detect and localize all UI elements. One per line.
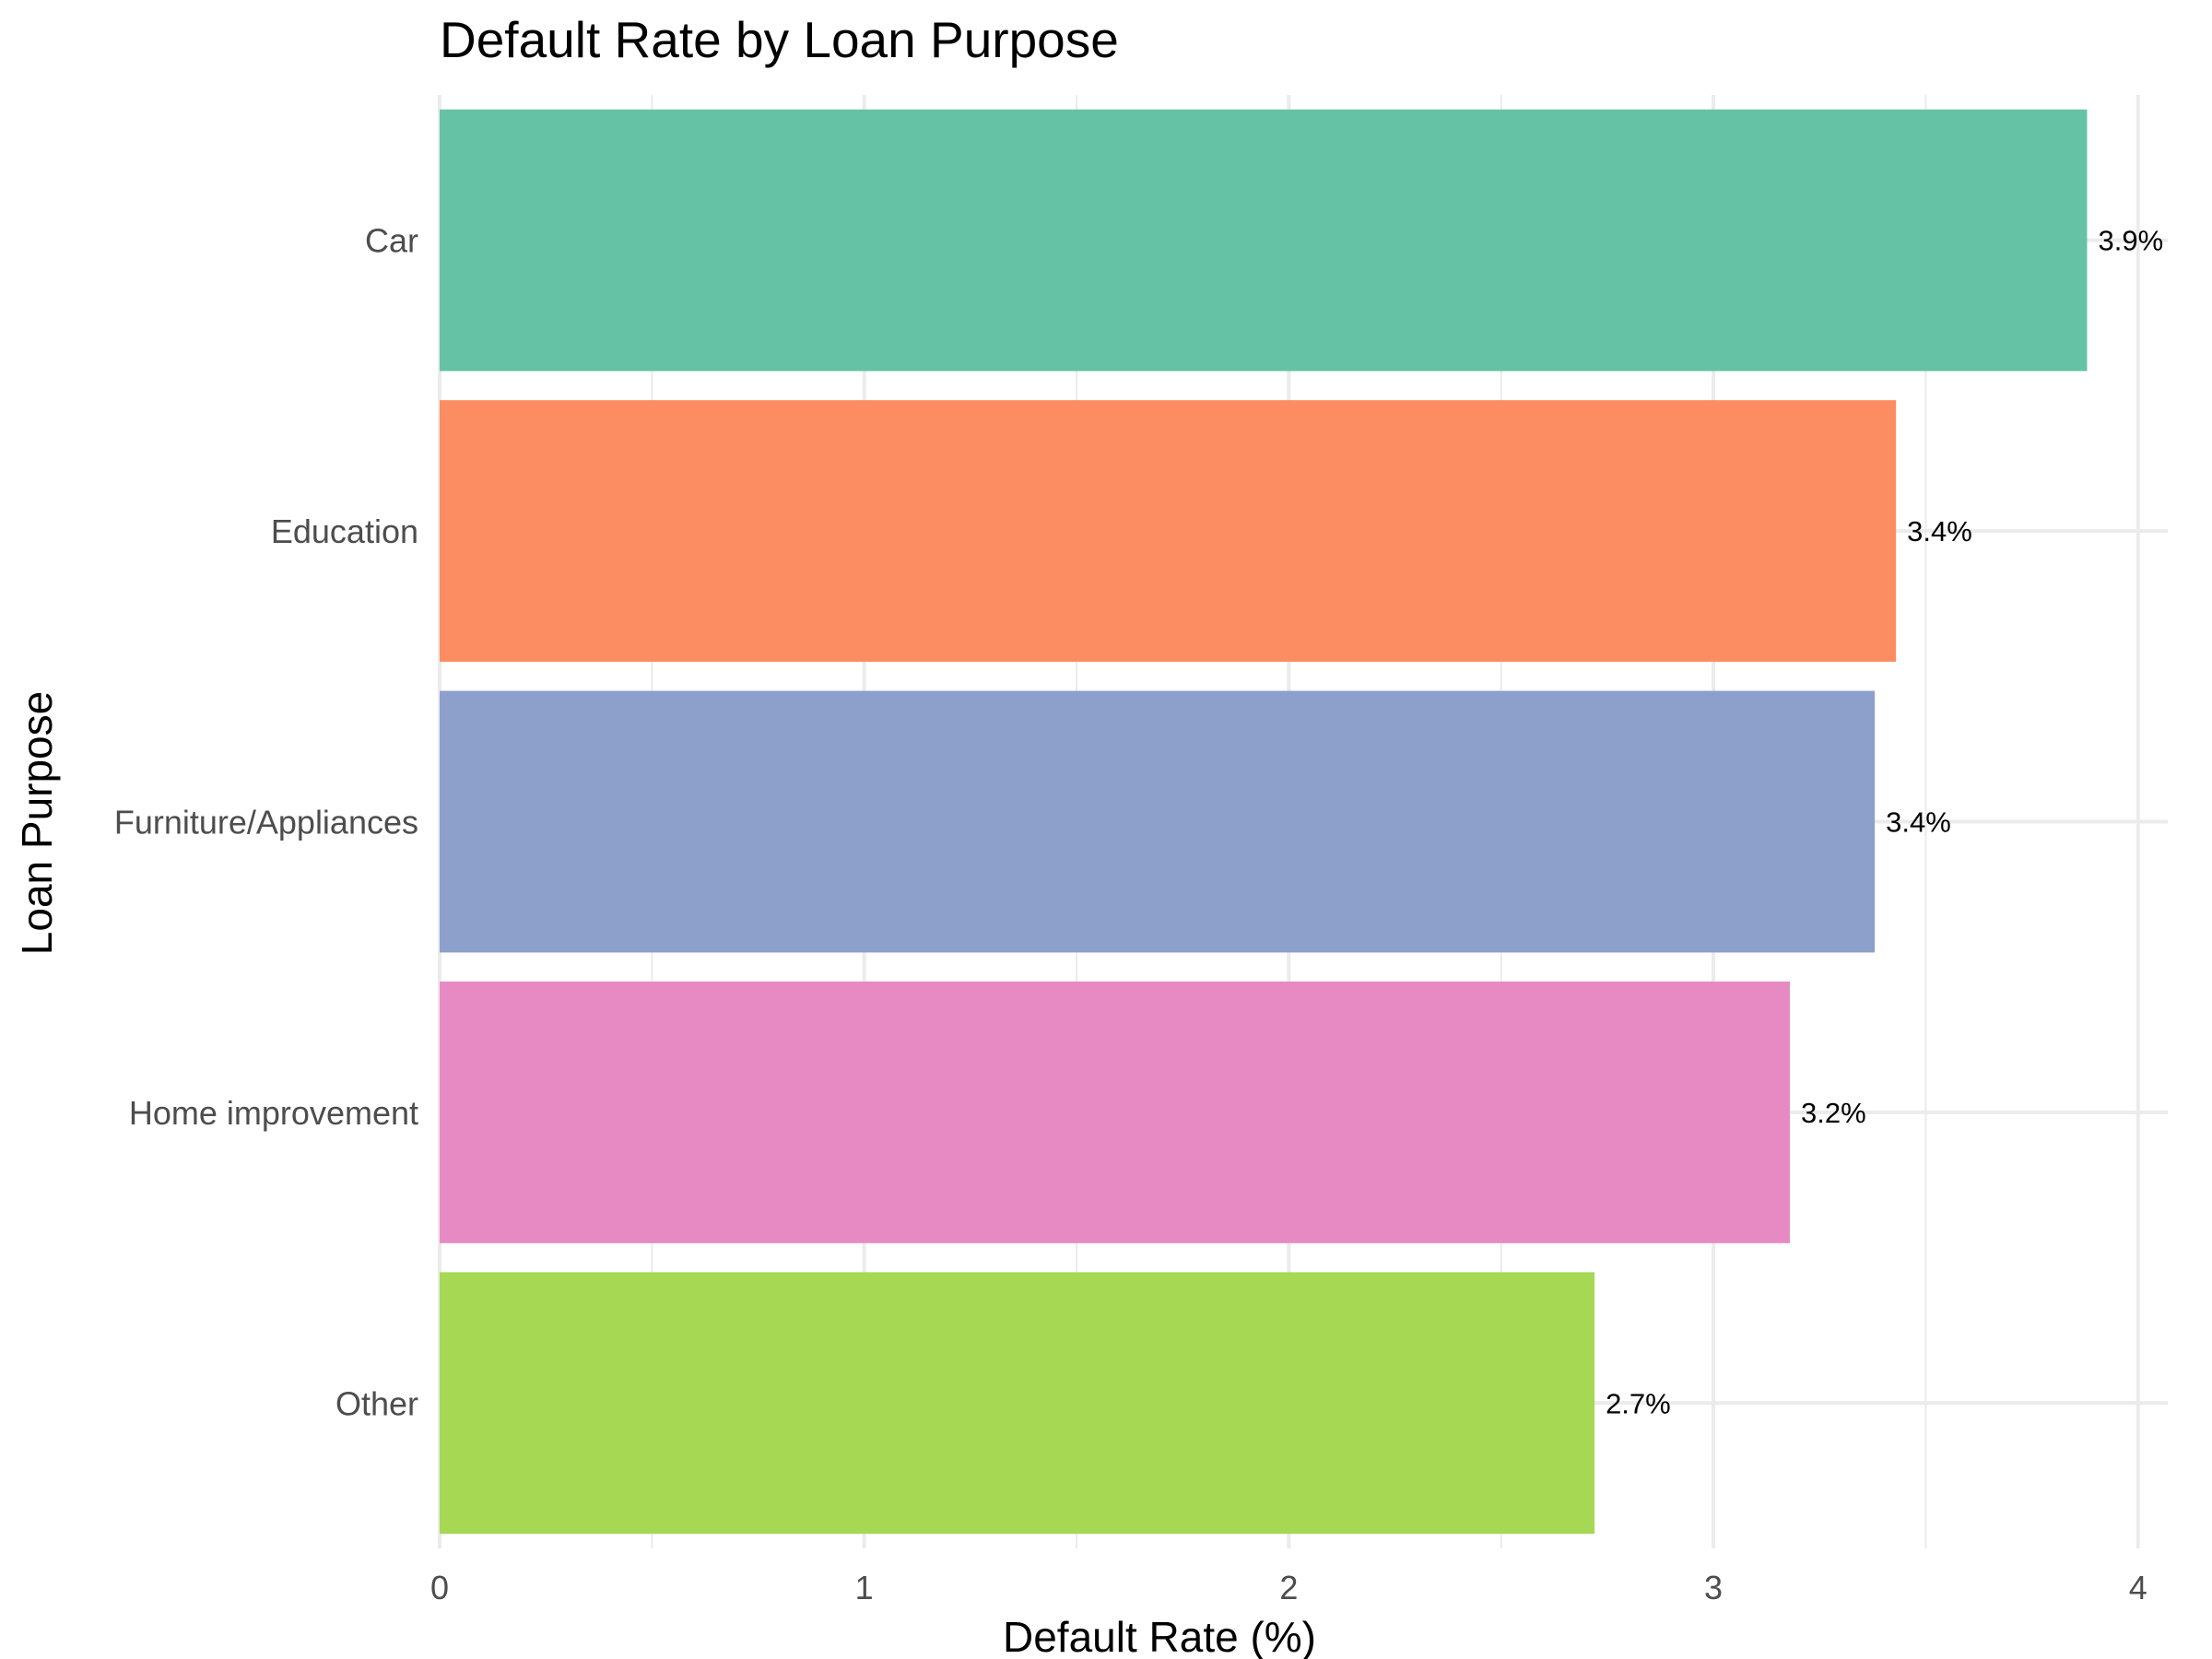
y-tick-labels: Car Education Furniture/Appliances Home imp… bbox=[114, 222, 418, 1423]
x-tick-labels: 0 1 2 3 4 bbox=[430, 1569, 2147, 1606]
bar bbox=[440, 109, 2088, 371]
bars-layer bbox=[440, 109, 2088, 1535]
x-tick-label: 0 bbox=[430, 1569, 449, 1606]
data-label: 2.7% bbox=[1606, 1387, 1671, 1419]
x-tick-label: 2 bbox=[1279, 1569, 1298, 1606]
bar bbox=[440, 1272, 1595, 1535]
x-axis-title: Default Rate (%) bbox=[1003, 1613, 1316, 1659]
data-label: 3.4% bbox=[1886, 806, 1951, 839]
bar bbox=[440, 981, 1790, 1243]
data-label: 3.9% bbox=[2098, 225, 2163, 257]
y-tick-label: Other bbox=[335, 1384, 418, 1422]
x-tick-label: 4 bbox=[2129, 1569, 2147, 1606]
x-tick-label: 1 bbox=[855, 1569, 874, 1606]
y-tick-label: Education bbox=[271, 512, 418, 550]
x-tick-label: 3 bbox=[1704, 1569, 1723, 1606]
chart-title: Default Rate by Loan Purpose bbox=[440, 11, 1119, 68]
data-label: 3.4% bbox=[1907, 515, 1972, 547]
y-tick-label: Furniture/Appliances bbox=[114, 804, 418, 841]
bar bbox=[440, 400, 1897, 663]
y-tick-label: Car bbox=[365, 222, 418, 260]
data-labels-layer: 3.9% 3.4% 3.4% 3.2% 2.7% bbox=[1606, 225, 2163, 1420]
y-axis-title: Loan Purpose bbox=[13, 691, 61, 955]
bar bbox=[440, 690, 1876, 953]
y-tick-label: Home improvement bbox=[129, 1094, 418, 1132]
data-label: 3.2% bbox=[1801, 1097, 1866, 1129]
